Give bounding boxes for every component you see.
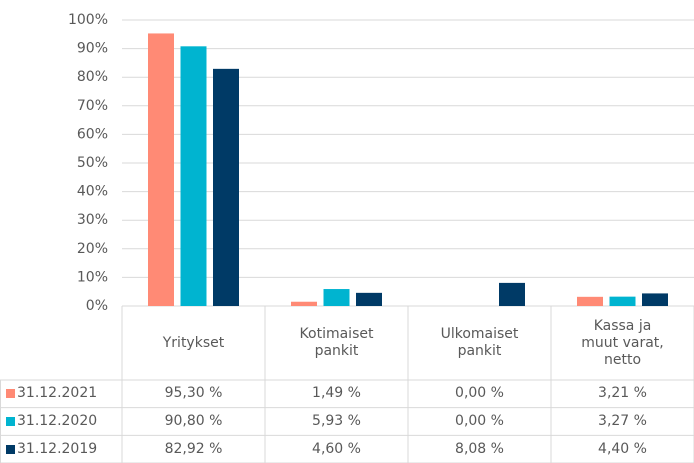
data-label: 95,30 % — [122, 380, 265, 408]
y-tick-label: 0% — [86, 298, 108, 314]
category-label-text: Ulkomaiset pankit — [440, 326, 519, 359]
data-label: 0,00 % — [408, 408, 551, 436]
bar — [180, 46, 207, 306]
data-label-text: 82,92 % — [164, 440, 223, 457]
data-label-text: 5,93 % — [312, 412, 361, 429]
y-tick-label: 40% — [77, 184, 108, 200]
data-label: 4,60 % — [265, 435, 408, 463]
bar — [356, 292, 382, 306]
bar — [291, 301, 317, 306]
data-label-text: 1,49 % — [312, 385, 361, 402]
data-label-text: 95,30 % — [164, 385, 223, 402]
bar — [577, 296, 603, 306]
data-label: 82,92 % — [122, 435, 265, 463]
bar — [213, 68, 239, 306]
y-tick-label: 60% — [77, 126, 108, 142]
data-label: 0,00 % — [408, 380, 551, 408]
legend-label: 31.12.2020 — [17, 412, 98, 429]
data-label: 4,40 % — [551, 435, 694, 463]
category-label: Kassa ja muut varat, netto — [551, 306, 694, 380]
data-label-text: 8,08 % — [455, 440, 504, 457]
legend-entry: 31.12.2020 — [0, 408, 122, 436]
legend-key — [6, 389, 15, 399]
data-label-text: 0,00 % — [455, 385, 504, 402]
y-tick-label: 10% — [77, 269, 108, 285]
legend-label: 31.12.2019 — [17, 440, 98, 457]
category-label-text: Yritykset — [162, 334, 225, 351]
category-label-text: Kassa ja muut varat, netto — [581, 317, 664, 368]
y-tick-label: 80% — [77, 69, 108, 85]
data-label-text: 3,21 % — [598, 385, 647, 402]
y-tick-label: 30% — [77, 212, 108, 228]
data-label: 8,08 % — [408, 435, 551, 463]
category-label: Ulkomaiset pankit — [408, 306, 551, 380]
legend-entry: 31.12.2019 — [0, 435, 122, 463]
data-label-text: 90,80 % — [164, 412, 223, 429]
data-label-text: 3,27 % — [598, 412, 647, 429]
bar — [148, 33, 174, 306]
y-tick-label: 100% — [68, 12, 108, 28]
category-label: Kotimaiset pankit — [265, 306, 408, 380]
y-tick-label: 90% — [77, 41, 108, 57]
data-label: 1,49 % — [265, 380, 408, 408]
data-label-text: 0,00 % — [455, 412, 504, 429]
y-tick-label: 20% — [77, 241, 108, 257]
legend-label: 31.12.2021 — [17, 385, 98, 402]
bar — [609, 296, 636, 306]
data-label: 3,21 % — [551, 380, 694, 408]
category-label: Yritykset — [122, 306, 265, 380]
bar — [642, 293, 668, 306]
data-label-text: 4,40 % — [598, 440, 647, 457]
y-tick-label: 50% — [77, 155, 108, 171]
bar — [323, 289, 350, 306]
category-label-text: Kotimaiset pankit — [299, 326, 374, 359]
data-label: 3,27 % — [551, 408, 694, 436]
data-label: 5,93 % — [265, 408, 408, 436]
legend-key — [6, 416, 15, 426]
data-label: 90,80 % — [122, 408, 265, 436]
legend-key — [6, 444, 15, 454]
bar — [499, 282, 525, 306]
y-tick-label: 70% — [77, 98, 108, 114]
legend-entry: 31.12.2021 — [0, 380, 122, 408]
data-label-text: 4,60 % — [312, 440, 361, 457]
